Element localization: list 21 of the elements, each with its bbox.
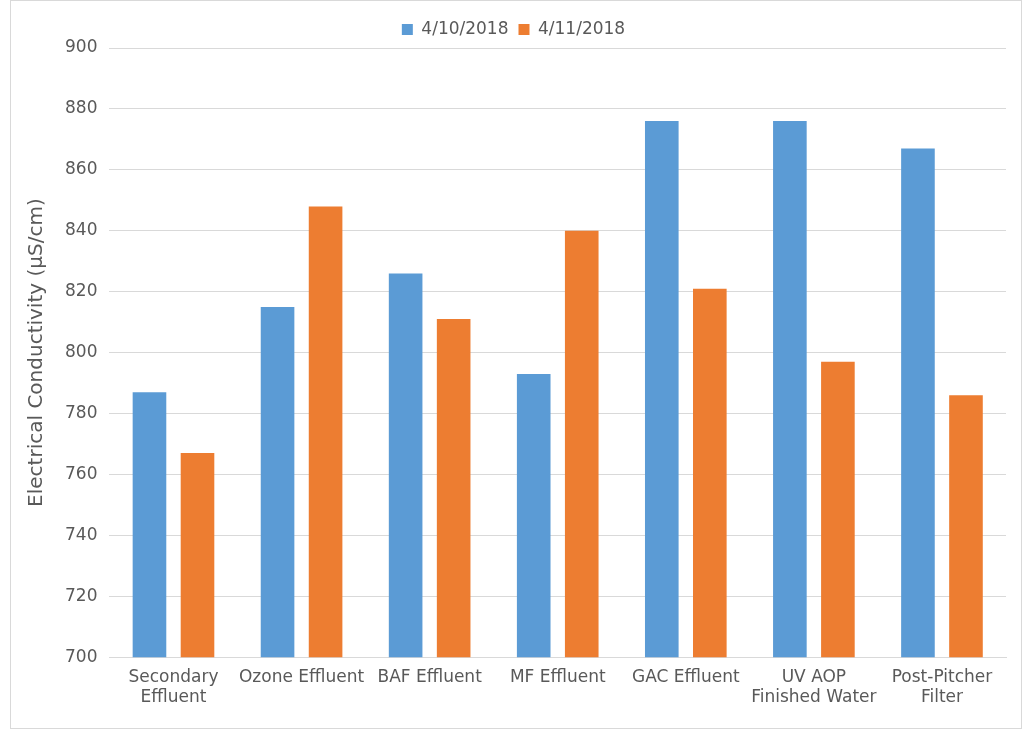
y-tick-label: 840	[64, 219, 98, 240]
x-tick-label: GAC Effluent	[631, 665, 740, 686]
y-tick-label: 900	[64, 36, 98, 57]
y-tick-label: 800	[64, 341, 98, 362]
x-tick-label: Ozone Effluent	[238, 665, 365, 686]
y-tick-label: 720	[64, 584, 98, 605]
x-tick-label: BAF Effluent	[377, 665, 483, 686]
y-tick-label: 740	[64, 523, 98, 544]
y-tick-label: 860	[64, 158, 98, 179]
x-tick-label: Post-Pitcher Filter	[891, 665, 993, 707]
y-tick-label: 780	[64, 401, 98, 422]
x-tick-label: UV AOP Finished Water	[751, 665, 877, 707]
x-tick-label: Secondary Effluent	[128, 665, 219, 707]
y-tick-label: 820	[64, 280, 98, 301]
y-tick-label: 880	[64, 97, 98, 118]
y-axis-title: Electrical Conductivity (µS/cm)	[23, 198, 48, 507]
y-tick-label: 760	[64, 462, 98, 483]
x-tick-label: MF Effluent	[509, 665, 606, 686]
legend-label: 4/10/2018	[421, 17, 509, 38]
y-tick-label: 700	[64, 645, 98, 666]
legend-label: 4/11/2018	[538, 17, 626, 38]
